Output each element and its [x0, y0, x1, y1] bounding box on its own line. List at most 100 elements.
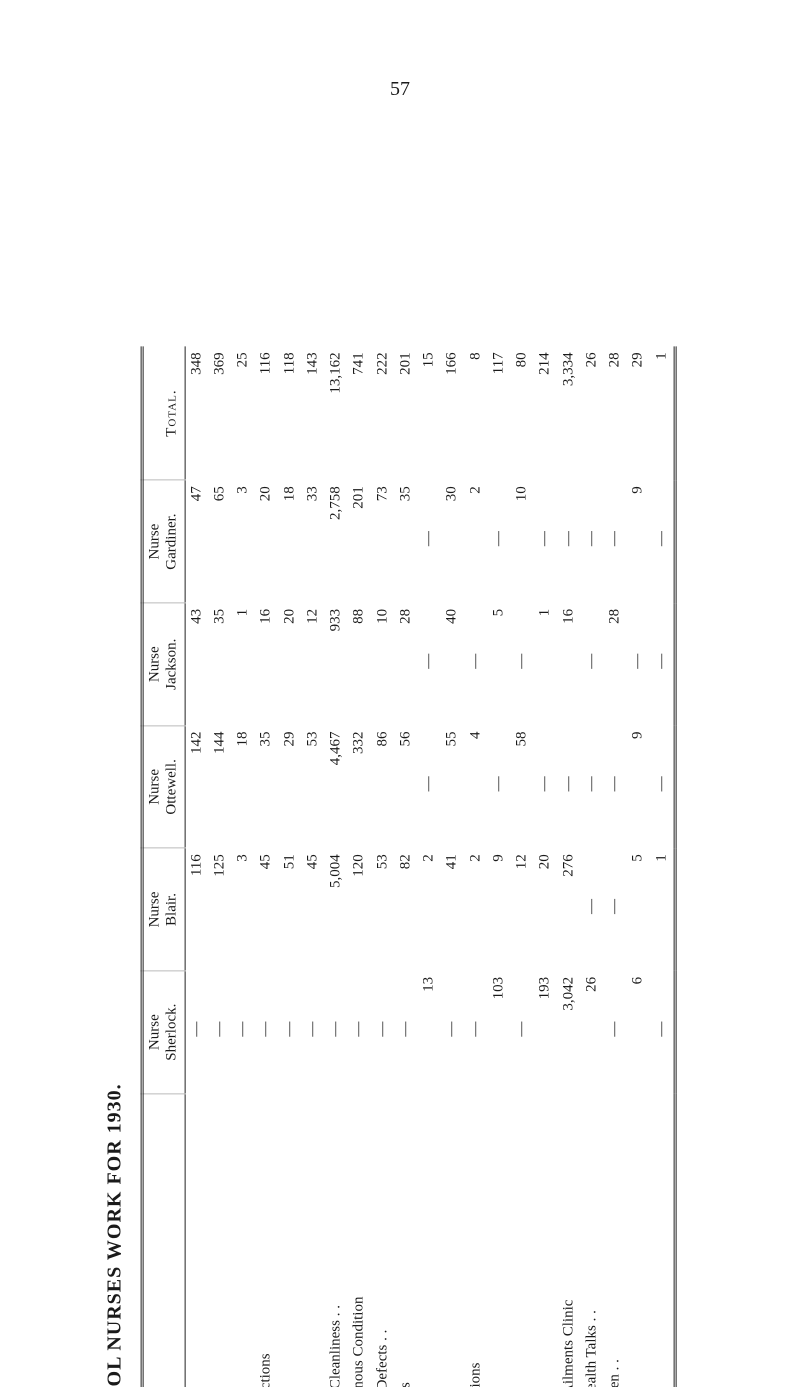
table-body: Visits re Infectious Diseases . .—116142… — [185, 346, 675, 1387]
row-label: Visits re Medical Inspection Defects — [394, 1093, 417, 1387]
row-label: Visits re other Diseases . . — [208, 1093, 231, 1387]
table-row: Visits re Medical Inspection Defects—825… — [394, 346, 417, 1387]
header-nurse-5-line2: Gardiner. — [164, 487, 181, 597]
cell-total: 29 — [627, 346, 650, 480]
table-row: Attendances of Children at Minor Ailment… — [557, 346, 580, 1387]
cell-value: 55 — [441, 726, 464, 849]
cell-value: — — [418, 726, 441, 849]
cell-value: — — [232, 971, 255, 1094]
cell-total: 741 — [348, 346, 371, 480]
cell-value: 116 — [185, 848, 209, 971]
cell-value: 2,758 — [325, 480, 348, 603]
cell-total: 166 — [441, 346, 464, 480]
header-nurse-3-line2: Ottewell. — [164, 732, 181, 842]
cell-value: 65 — [208, 480, 231, 603]
cell-value: 16 — [557, 603, 580, 726]
table-row: Visits to Schools for Cleanliness . .—45… — [301, 346, 324, 1387]
cell-value: 5 — [627, 848, 650, 971]
row-label: Visits re Inspection for Cleanliness — [232, 1093, 255, 1387]
cell-value: — — [534, 480, 557, 603]
header-nurse-4: Nurse Jackson. — [142, 603, 185, 726]
cell-value: 29 — [278, 726, 301, 849]
table-row: Visits re Infectious Diseases . .—116142… — [185, 346, 209, 1387]
cell-total: 118 — [278, 346, 301, 480]
cell-value: 9 — [627, 726, 650, 849]
cell-value: 26 — [580, 971, 603, 1094]
table-row: Attendances at School Clinic19320—1—214 — [534, 346, 557, 1387]
cell-value: 9 — [487, 848, 510, 971]
cell-value: 18 — [278, 480, 301, 603]
row-label: Attendances of Children at Minor Ailment… — [557, 1093, 580, 1387]
header-nurse-4-line2: Jackson. — [164, 609, 181, 719]
row-label: Number of Children Examined for Cleanlin… — [325, 1093, 348, 1387]
cell-value: — — [604, 480, 627, 603]
cell-value: — — [580, 848, 603, 971]
cell-value: — — [348, 971, 371, 1094]
row-label: Visits to Housewifery Centre for Health … — [580, 1093, 603, 1387]
table-row: Attendance at Orthopaedic Clinic—1———1 — [650, 346, 675, 1387]
cell-value: 3,042 — [557, 971, 580, 1094]
row-label: Visits to Schools for Cleanliness . . — [301, 1093, 324, 1387]
cell-value: 53 — [301, 726, 324, 849]
cell-value: — — [604, 726, 627, 849]
cell-value: 276 — [557, 848, 580, 971]
header-nurse-4-line1: Nurse — [147, 609, 164, 719]
cell-value: 125 — [208, 848, 231, 971]
row-label: Attendances at Refraction Clinic — [418, 1093, 441, 1387]
row-label: Special Visits to Schools . . — [278, 1093, 301, 1387]
cell-value: 5,004 — [325, 848, 348, 971]
cell-value: 33 — [301, 480, 324, 603]
cell-value: 5 — [487, 603, 510, 726]
cell-total: 1 — [650, 346, 675, 480]
cell-total: 8 — [464, 346, 487, 480]
cell-value: — — [371, 971, 394, 1094]
cell-value: 43 — [185, 603, 209, 726]
cell-total: 222 — [371, 346, 394, 480]
cell-value: — — [418, 603, 441, 726]
cell-value: — — [627, 603, 650, 726]
row-label: Number of Notices issued re Verminous Co… — [348, 1093, 371, 1387]
cell-value: — — [650, 726, 675, 849]
cell-value: — — [580, 726, 603, 849]
cell-value: — — [301, 971, 324, 1094]
cell-value: — — [325, 971, 348, 1094]
cell-total: 117 — [487, 346, 510, 480]
cell-value: 88 — [348, 603, 371, 726]
header-nurse-1-line1: Nurse — [147, 977, 164, 1087]
row-label: Attendances at Health Exhibition — [627, 1093, 650, 1387]
cell-value: 103 — [487, 971, 510, 1094]
cell-value: 47 — [185, 480, 209, 603]
table-row: Attendances at Refraction Clinic132———15 — [418, 346, 441, 1387]
header-nurse-1: Nurse Sherlock. — [142, 971, 185, 1094]
page: 57 SUMMARY OF SCHOOL NURSES WORK FOR 193… — [0, 0, 800, 1387]
cell-value: 16 — [255, 603, 278, 726]
table-row: Attendances at Health Exhibition659—929 — [627, 346, 650, 1387]
cell-value: 35 — [255, 726, 278, 849]
table-row: Number of Children Examined for Cleanlin… — [325, 346, 348, 1387]
table-row: Visits to Schools for Dental Inspections… — [464, 346, 487, 1387]
cell-value: 18 — [232, 726, 255, 849]
header-nurse-3-line1: Nurse — [147, 732, 164, 842]
cell-total: 25 — [232, 346, 255, 480]
cell-value: 933 — [325, 603, 348, 726]
cell-value: — — [394, 971, 417, 1094]
cell-value: — — [208, 971, 231, 1094]
cell-value: — — [511, 971, 534, 1094]
cell-value: 10 — [511, 480, 534, 603]
table-row: Special Visits re exceptional Children .… — [604, 346, 627, 1387]
cell-value: 201 — [348, 480, 371, 603]
cell-value: — — [534, 726, 557, 849]
table-title: SUMMARY OF SCHOOL NURSES WORK FOR 1930. — [104, 346, 127, 1387]
cell-total: 15 — [418, 346, 441, 480]
cell-value: — — [441, 971, 464, 1094]
header-nurse-2: Nurse Blair. — [142, 848, 185, 971]
cell-total: 201 — [394, 346, 417, 480]
header-nurse-2-line2: Blair. — [164, 855, 181, 965]
cell-value: 58 — [511, 726, 534, 849]
cell-total: 348 — [185, 346, 209, 480]
cell-value: — — [557, 726, 580, 849]
cell-total: 3,334 — [557, 346, 580, 480]
cell-value: 86 — [371, 726, 394, 849]
cell-value: — — [580, 480, 603, 603]
cell-total: 13,162 — [325, 346, 348, 480]
